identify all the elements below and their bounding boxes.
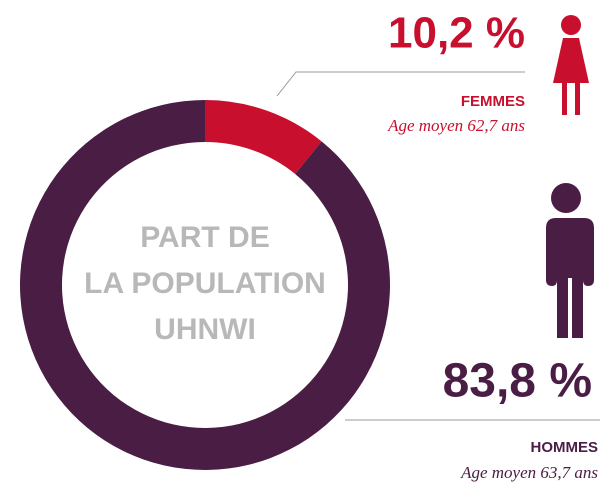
value-label: 83,8 % [443,355,592,408]
category-label: FEMMES [461,93,525,110]
leader-line [276,71,525,97]
donut-segment [205,100,322,174]
annotation: Age moyen 63,7 ans [460,463,598,482]
woman-icon [553,15,589,115]
center-label: LA POPULATION [84,267,326,300]
annotation: Age moyen 62,7 ans [387,116,525,135]
value-label: 10,2 % [388,9,525,58]
center-label: UHNWI [154,313,256,346]
man-icon [546,183,594,338]
donut: PART DE LA POPULATION UHNWI [20,100,391,470]
category-label: HOMMES [531,439,599,456]
center-label: PART DE [140,221,269,254]
